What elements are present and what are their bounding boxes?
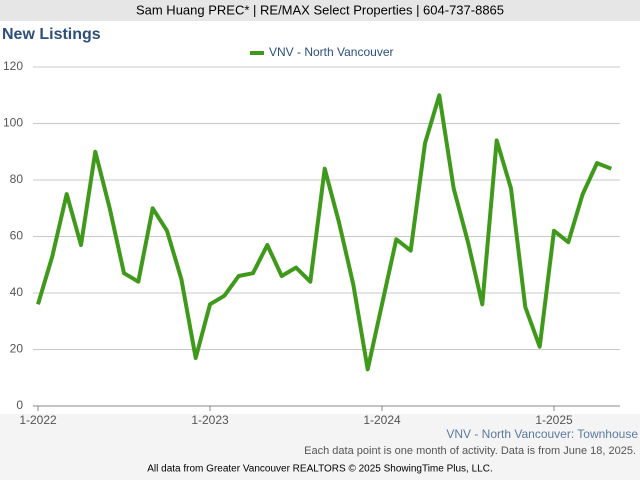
y-tick-label: 20 (10, 342, 24, 356)
y-tick-label: 40 (10, 285, 24, 299)
x-tick-label: 1-2022 (19, 413, 57, 427)
header-text: Sam Huang PREC* | RE/MAX Select Properti… (136, 2, 504, 17)
y-tick-label: 100 (3, 116, 23, 130)
bottom-area (0, 414, 640, 480)
y-tick-label: 120 (3, 59, 23, 73)
chart-title: New Listings (2, 26, 101, 43)
note: Each data point is one month of activity… (304, 445, 636, 457)
subtitle: VNV - North Vancouver: Townhouse (446, 427, 638, 441)
footer-text: All data from Greater Vancouver REALTORS… (147, 464, 492, 475)
legend-label: VNV - North Vancouver (269, 45, 394, 59)
y-tick-label: 0 (16, 398, 23, 412)
x-tick-label: 1-2024 (363, 413, 401, 427)
series-line (36, 93, 613, 372)
header-bar (0, 0, 640, 21)
x-tick-label: 1-2025 (535, 413, 573, 427)
y-tick-label: 80 (10, 172, 24, 186)
y-tick-label: 60 (10, 229, 24, 243)
x-tick-label: 1-2023 (191, 413, 229, 427)
